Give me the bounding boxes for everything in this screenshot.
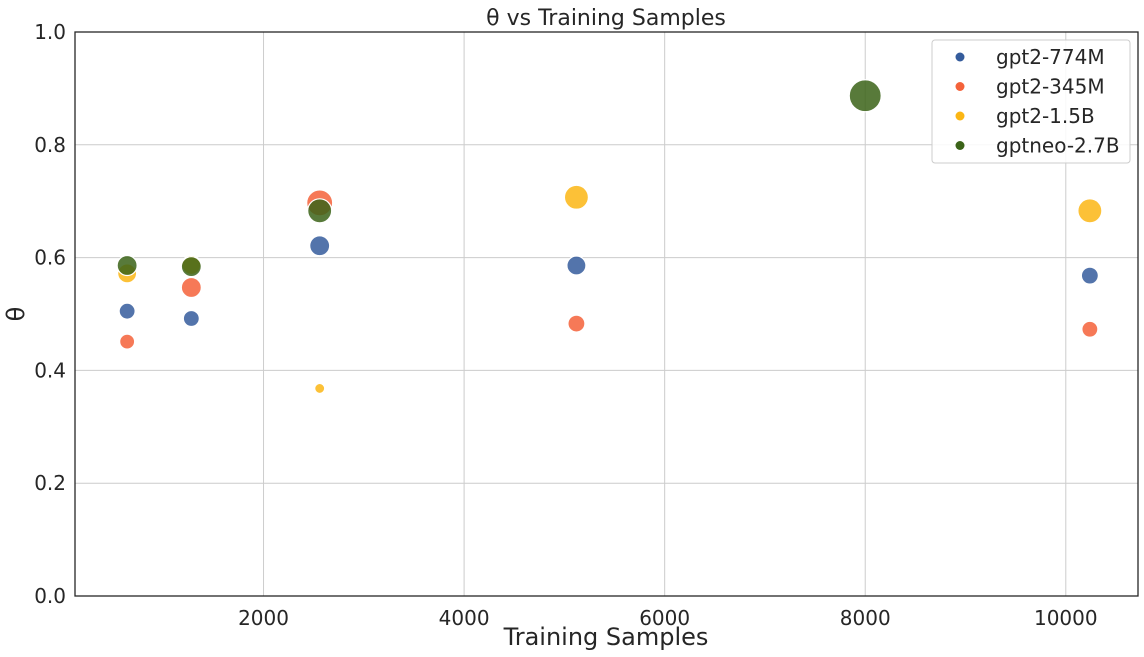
y-tick-label: 0.0: [34, 584, 66, 608]
x-tick-label: 10000: [1034, 606, 1098, 630]
data-points: [116, 79, 1103, 395]
chart-title: θ vs Training Samples: [486, 6, 726, 31]
legend-label: gpt2-774M: [996, 45, 1105, 69]
y-tick-label: 0.4: [34, 358, 66, 382]
data-point-gpt2-774M: [309, 235, 331, 257]
legend-marker-gptneo-2.7B: [955, 141, 965, 150]
x-axis-title: Training Samples: [503, 623, 709, 651]
legend-marker-gpt2-774M: [955, 52, 965, 62]
data-point-gptneo-2.7B: [848, 79, 882, 113]
legend-box: [931, 39, 1131, 164]
data-point-gpt2-774M: [566, 255, 587, 276]
y-tick-label: 0.2: [34, 471, 66, 495]
data-point-gpt2-345M: [567, 314, 586, 333]
data-point-gpt2-774M: [182, 309, 200, 328]
data-point-gpt2-345M: [1081, 320, 1099, 338]
legend: gpt2-774M gpt2-345M gpt2-1.5B gptneo-2.7B: [931, 39, 1131, 164]
data-point-gpt2-774M: [118, 302, 136, 320]
legend-marker-gpt2-345M: [955, 82, 965, 91]
legend-label: gpt2-345M: [996, 75, 1105, 99]
data-point-gpt2-1.5B: [1077, 198, 1103, 224]
data-point-gptneo-2.7B: [307, 198, 333, 224]
legend-label: gpt2-1.5B: [996, 104, 1095, 128]
data-point-gpt2-345M: [119, 333, 136, 350]
x-tick-label: 4000: [439, 606, 490, 630]
x-tick-label: 2000: [238, 606, 289, 630]
plot-frame: [74, 31, 1139, 597]
legend-label: gptneo-2.7B: [996, 134, 1120, 158]
data-point-gpt2-1.5B: [563, 184, 590, 210]
x-tick-label: 6000: [639, 606, 690, 630]
y-axis: 0.0 0.2 0.4 0.6 0.8 1.0: [34, 20, 66, 608]
y-tick-label: 0.6: [34, 246, 66, 270]
y-tick-label: 0.8: [34, 133, 66, 157]
x-axis: 2000 4000 6000 8000 10000: [238, 606, 1098, 630]
data-point-gpt2-345M: [180, 276, 202, 299]
data-point-gptneo-2.7B: [180, 256, 202, 278]
data-point-gpt2-1.5B: [314, 382, 326, 395]
y-axis-title: θ: [2, 307, 30, 322]
data-point-gpt2-774M: [1080, 266, 1099, 285]
y-tick-label: 1.0: [34, 20, 66, 44]
data-point-gptneo-2.7B: [116, 254, 138, 277]
legend-marker-gpt2-1.5B: [955, 111, 965, 121]
x-tick-label: 8000: [840, 606, 891, 630]
